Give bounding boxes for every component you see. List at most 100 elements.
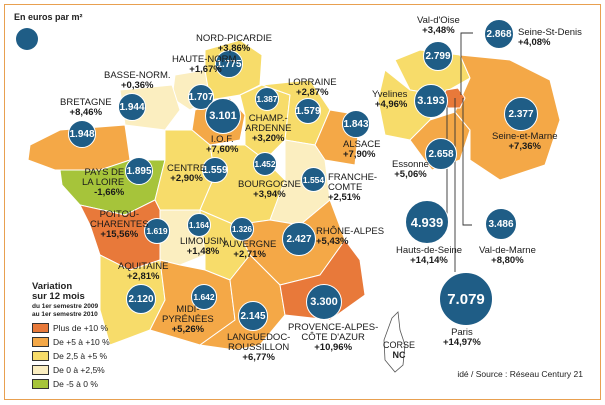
region-name: ARDENNE <box>245 123 292 134</box>
region-variation: +3,94% <box>253 189 286 200</box>
region-name: ROUSSILLON <box>228 342 290 353</box>
region-variation: +0,36% <box>121 80 154 91</box>
region-variation: +2,71% <box>233 249 266 260</box>
region-name: CORSE <box>383 340 416 350</box>
label-seine-st-denis: Seine-St-Denis +4,08% <box>518 28 582 48</box>
dept-variation: +14,97% <box>443 337 481 348</box>
region-variation: +5,43% <box>316 236 349 247</box>
bubble-paca: 3.300 <box>306 284 342 320</box>
region-name: LA LOIRE <box>82 177 125 188</box>
legend-item: De 2,5 à +5 % <box>32 350 110 361</box>
legend-swatch <box>32 322 49 333</box>
bubble-val-oise: 2.799 <box>423 41 453 71</box>
bubble-auvergne: 1.326 <box>230 217 254 241</box>
region-name: AQUITAINE <box>118 261 169 272</box>
region-name: ALSACE <box>343 139 381 150</box>
bubble-idf: 3.101 <box>205 98 241 134</box>
region-variation: +2,81% <box>127 271 160 282</box>
dept-name: Yvelines <box>372 89 408 100</box>
dept-name: Seine-et-Marne <box>492 131 558 142</box>
label-nord-picardie: NORD-PICARDIE +3,86% <box>196 34 272 54</box>
legend-item: Plus de +10 % <box>32 322 110 333</box>
bubble-languedoc: 2.145 <box>238 301 268 331</box>
bubble-centre: 1.559 <box>202 157 228 183</box>
label-essonne: Essonne +5,06% <box>392 160 429 180</box>
label-champagne: CHAMP.- ARDENNE +3,20% <box>245 114 291 144</box>
legend-title: Variation sur 12 mois <box>32 281 85 302</box>
region-name: CHARENTES <box>90 219 149 230</box>
region-variation: +8,46% <box>69 107 103 118</box>
dept-variation: +4,96% <box>374 99 408 110</box>
region-variation: +3,20% <box>251 133 285 144</box>
bubble-lorraine: 1.579 <box>295 98 321 124</box>
label-bourgogne: BOURGOGNE +3,94% <box>238 180 301 200</box>
bubble-aquitaine: 2.120 <box>126 284 156 314</box>
label-rhone-alpes: RHÔNE-ALPES +5,43% <box>316 227 384 247</box>
region-variation: +15,56% <box>100 229 139 240</box>
label-yvelines: Yvelines +4,96% <box>372 90 407 110</box>
region-variation: +2,51% <box>328 192 361 203</box>
region-name: BRETAGNE <box>60 97 112 108</box>
bubble-bretagne: 1.948 <box>68 120 96 148</box>
label-lorraine: LORRAINE +2,87% <box>288 78 337 98</box>
bubble-midi-pyrenees: 1.642 <box>191 284 217 310</box>
region-name: CÔTE D'AZUR <box>301 332 365 343</box>
region-name: BASSE-NORM. <box>104 70 171 81</box>
region-name: POITOU- <box>99 209 139 220</box>
label-val-oise: Val-d'Oise +3,48% <box>417 16 460 36</box>
bubble-bourgogne: 1.452 <box>253 152 277 176</box>
unit-legend-bubble <box>16 28 38 50</box>
label-centre: CENTRE +2,90% <box>167 164 206 184</box>
legend-swatch <box>32 364 49 375</box>
dept-name: Val-d'Oise <box>417 15 460 26</box>
dept-name: Essonne <box>392 159 429 170</box>
region-name: RHÔNE-ALPES <box>316 226 385 237</box>
region-name: NORD-PICARDIE <box>196 33 273 44</box>
region-corse <box>383 311 406 373</box>
bubble-basse-normandie: 1.944 <box>118 93 146 121</box>
label-basse-normandie: BASSE-NORM. +0,36% <box>104 71 171 91</box>
label-alsace: ALSACE +7,90% <box>343 140 381 160</box>
label-paca: PROVENCE-ALPES- CÔTE D'AZUR +10,96% <box>288 323 378 353</box>
bubble-essonne: 2.658 <box>425 138 457 170</box>
region-variation: +3,86% <box>217 43 251 54</box>
label-pays-loire: PAYS DE LA LOIRE -1,66% <box>82 168 124 198</box>
region-name: BOURGOGNE <box>238 179 301 190</box>
bubble-nord-picardie: 1.775 <box>215 50 243 78</box>
region-name: CENTRE <box>167 163 207 174</box>
region-variation: +7,90% <box>343 149 376 160</box>
dept-name: Paris <box>451 327 473 338</box>
legend: Variation sur 12 mois du 1er semestre 200… <box>32 282 110 389</box>
label-languedoc: LANGUEDOC- ROUSSILLON +6,77% <box>227 333 290 363</box>
label-aquitaine: AQUITAINE +2,81% <box>118 262 169 282</box>
bubble-seine-marne: 2.377 <box>504 97 538 131</box>
region-name: CHAMP.- <box>248 113 288 124</box>
label-idf: I.O.F. +7,60% <box>206 135 239 155</box>
bubble-champagne: 1.387 <box>255 87 279 111</box>
dept-variation: +14,14% <box>410 255 448 266</box>
dept-variation: +7,36% <box>508 141 541 152</box>
region-variation: +6,77% <box>242 352 275 363</box>
bubble-alsace: 1.843 <box>342 110 370 138</box>
bubble-franche-comte: 1.554 <box>301 167 326 192</box>
dept-variation: +5,06% <box>394 169 427 180</box>
region-name: I.O.F. <box>210 134 234 145</box>
label-val-marne: Val-de-Marne +8,80% <box>479 246 536 266</box>
label-bretagne: BRETAGNE +8,46% <box>60 98 112 118</box>
region-variation: +1,48% <box>186 246 220 257</box>
bubble-val-marne: 3.486 <box>485 208 517 240</box>
bubble-poitou: 1.619 <box>144 218 170 244</box>
label-limousin: LIMOUSIN +1,48% <box>180 237 226 257</box>
region-name: MIDI- <box>176 304 200 315</box>
dept-variation: +8,80% <box>491 255 524 266</box>
region-name: LORRAINE <box>288 77 337 88</box>
legend-swatch <box>32 350 49 361</box>
region-variation: +10,96% <box>314 342 353 353</box>
label-poitou: POITOU- CHARENTES +15,56% <box>90 210 149 240</box>
bubble-yvelines: 3.193 <box>414 84 448 118</box>
region-variation: +1,67% <box>189 64 222 75</box>
bubble-seine-st-denis: 2.868 <box>484 19 514 49</box>
dept-name: Hauts-de-Seine <box>396 245 463 256</box>
legend-swatch <box>32 378 49 389</box>
region-variation: +5,26% <box>171 324 205 335</box>
